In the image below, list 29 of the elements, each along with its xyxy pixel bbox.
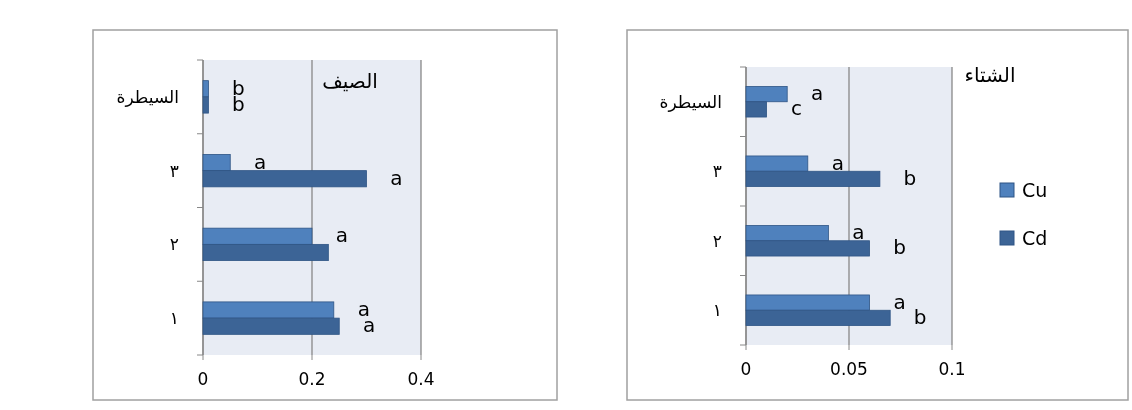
y-tick-label: ٣ [712,161,722,182]
data-label: c [791,96,803,121]
x-tick-label: 0 [197,369,209,389]
chart-title: الشتاء [964,63,1016,87]
y-tick-label: ٢ [712,230,722,251]
data-label: a [852,220,865,245]
y-tick-label: ٣ [169,160,179,181]
legend-label: Cu [1022,179,1048,201]
x-tick-label: 0 [740,359,752,379]
text: الصيف [322,69,378,93]
data-label: a [893,289,906,314]
y-tick-label: ١ [169,308,179,329]
y-tick-label: ١ [712,300,722,321]
y-tick-label: السيطرة [116,86,179,107]
x-tick-label: 0.4 [407,369,435,389]
y-tick-label: السيطرة [659,91,722,112]
y-tick-label: ٢ [169,234,179,255]
data-label: b [913,304,927,329]
data-label: a [335,223,349,248]
data-label: a [831,150,844,175]
x-tick-label: 0.05 [830,359,868,379]
data-label: a [811,81,824,106]
x-tick-label: 0.1 [938,359,966,379]
data-label: b [893,235,906,260]
x-tick-label: 0.2 [298,369,326,389]
data-label: a [390,165,403,190]
data-label: a [254,149,267,174]
data-label: b [903,165,917,190]
legend-label: Cd [1022,227,1048,249]
